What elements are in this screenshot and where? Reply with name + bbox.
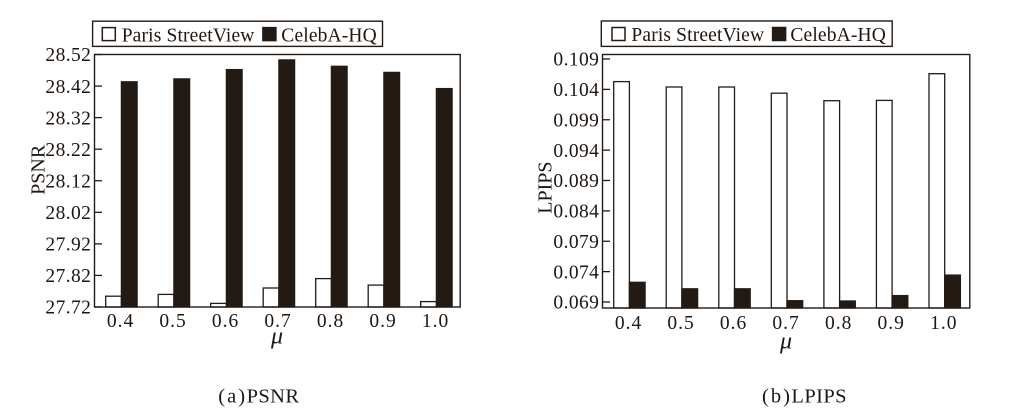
svg-text:0.6: 0.6 — [212, 311, 239, 332]
svg-text:28.02: 28.02 — [45, 203, 91, 224]
svg-text:0.4: 0.4 — [107, 311, 134, 332]
svg-text:27.72: 27.72 — [45, 298, 91, 319]
svg-text:0.9: 0.9 — [369, 311, 396, 332]
svg-text:LPIPS: LPIPS — [535, 161, 557, 213]
svg-text:28.52: 28.52 — [45, 45, 91, 66]
svg-text:0.069: 0.069 — [553, 293, 599, 314]
svg-text:CelebA-HQ: CelebA-HQ — [790, 25, 886, 46]
svg-text:(b)LPIPS: (b)LPIPS — [762, 386, 847, 408]
svg-text:0.104: 0.104 — [553, 80, 599, 101]
svg-text:0.089: 0.089 — [553, 171, 599, 192]
svg-text:μ: μ — [270, 324, 283, 350]
svg-text:28.22: 28.22 — [45, 140, 91, 161]
svg-text:0.7: 0.7 — [772, 313, 799, 334]
svg-text:0.5: 0.5 — [667, 313, 694, 334]
svg-text:1.0: 1.0 — [930, 313, 957, 334]
svg-text:0.4: 0.4 — [615, 313, 642, 334]
svg-text:0.079: 0.079 — [553, 232, 599, 253]
svg-text:0.8: 0.8 — [825, 313, 852, 334]
svg-text:27.92: 27.92 — [45, 235, 91, 256]
svg-text:0.074: 0.074 — [553, 262, 599, 283]
svg-text:28.32: 28.32 — [45, 108, 91, 129]
svg-text:Paris StreetView: Paris StreetView — [122, 25, 255, 46]
svg-text:0.6: 0.6 — [720, 313, 747, 334]
svg-text:Paris StreetView: Paris StreetView — [631, 25, 764, 46]
svg-text:0.084: 0.084 — [553, 202, 599, 223]
svg-text:28.12: 28.12 — [45, 171, 91, 192]
svg-text:27.82: 27.82 — [45, 266, 91, 287]
svg-text:0.099: 0.099 — [553, 110, 599, 131]
svg-text:28.42: 28.42 — [45, 77, 91, 98]
svg-text:μ: μ — [779, 328, 792, 354]
svg-text:(a)PSNR: (a)PSNR — [218, 386, 299, 408]
svg-text:0.094: 0.094 — [553, 141, 599, 162]
svg-text:CelebA-HQ: CelebA-HQ — [281, 25, 377, 46]
svg-text:0.7: 0.7 — [264, 311, 291, 332]
svg-text:0.8: 0.8 — [317, 311, 344, 332]
svg-text:0.9: 0.9 — [878, 313, 905, 334]
svg-text:0.109: 0.109 — [553, 50, 599, 71]
svg-text:PSNR: PSNR — [28, 144, 50, 195]
svg-text:0.5: 0.5 — [159, 311, 186, 332]
svg-text:1.0: 1.0 — [422, 311, 449, 332]
